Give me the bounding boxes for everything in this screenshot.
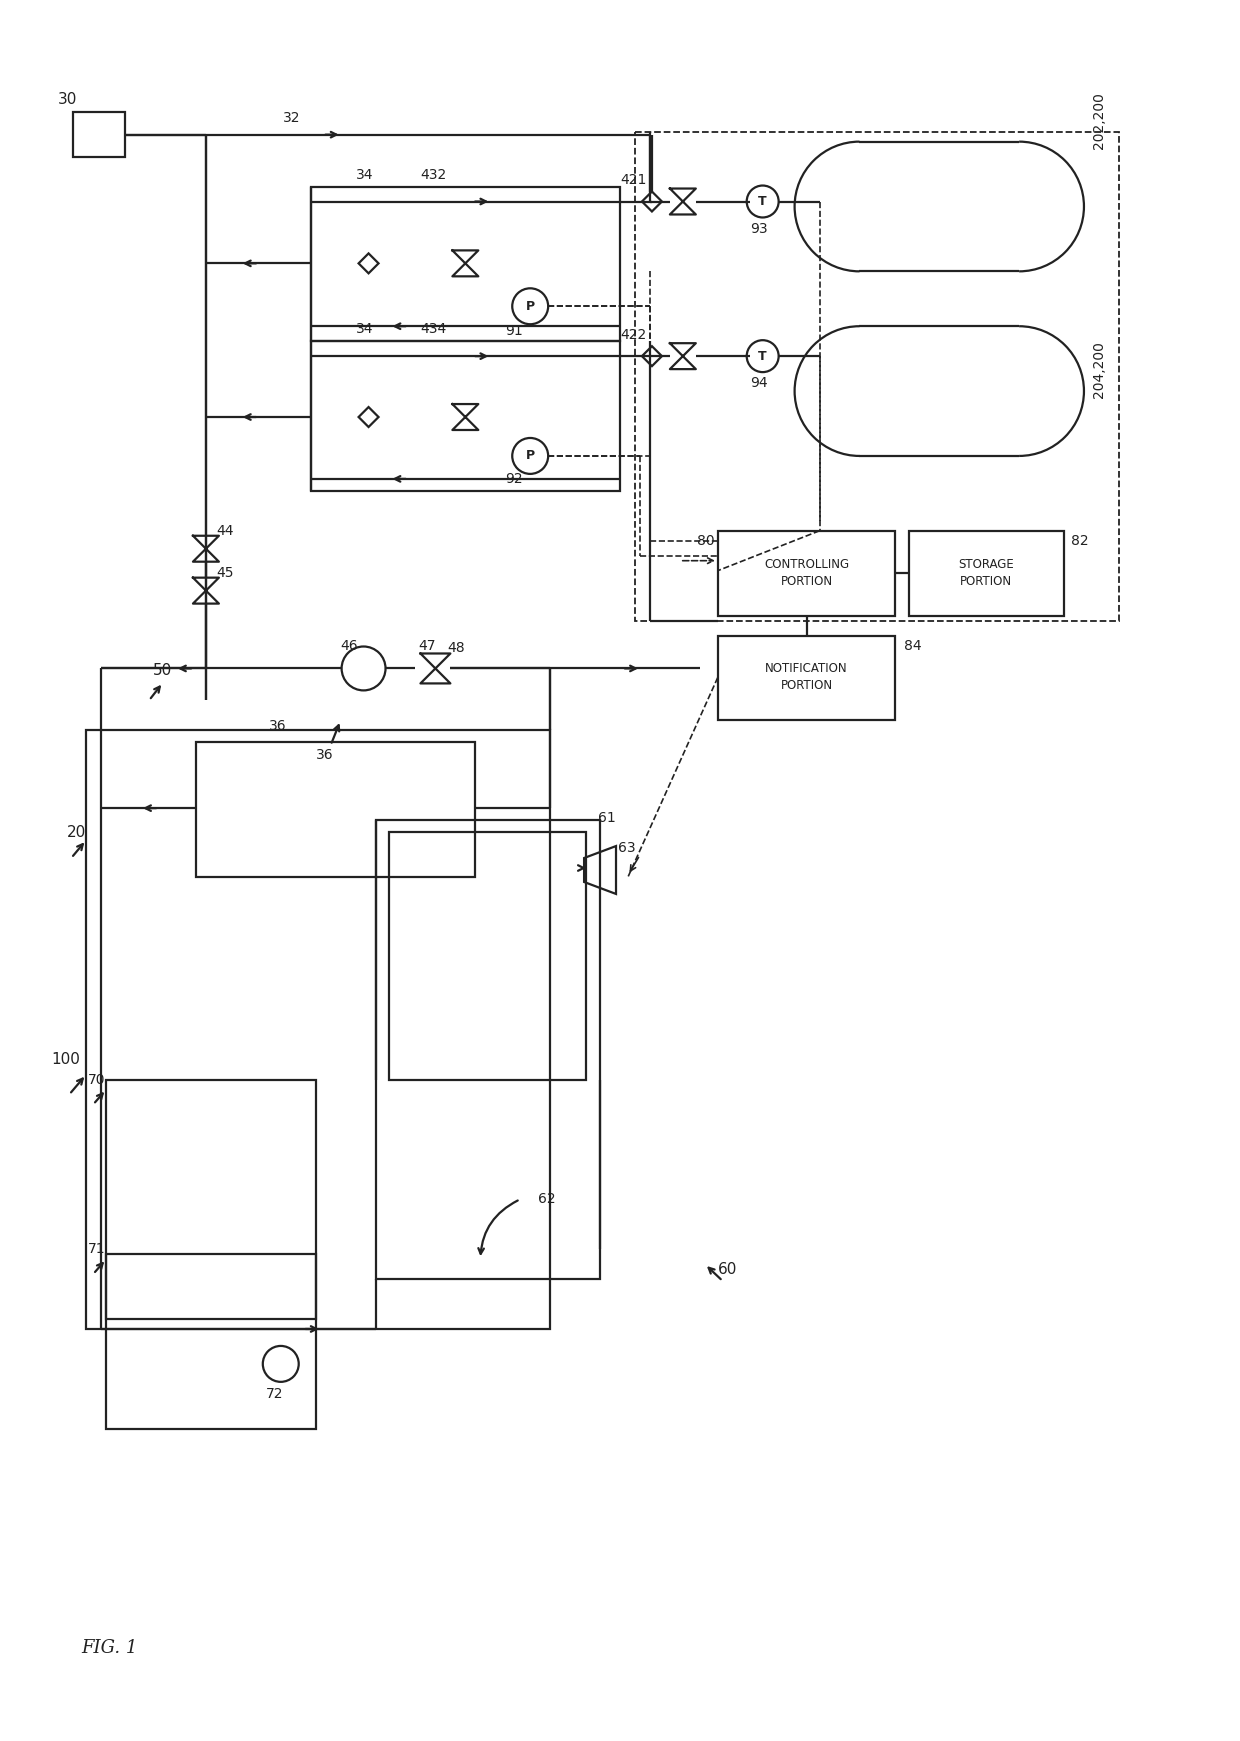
Text: FIG. 1: FIG. 1	[81, 1640, 138, 1657]
Bar	[635, 132, 1118, 620]
Text: 45: 45	[216, 566, 233, 580]
Text: 84: 84	[904, 639, 923, 653]
Text: 202,200: 202,200	[1092, 92, 1106, 148]
Bar	[718, 635, 895, 721]
Text: 91: 91	[505, 324, 523, 338]
Text: 94: 94	[750, 376, 768, 390]
Text: 34: 34	[356, 322, 373, 336]
Text: T: T	[759, 350, 768, 362]
Text: 36: 36	[269, 719, 286, 733]
Bar	[73, 111, 125, 157]
Text: 50: 50	[153, 663, 172, 677]
Bar	[311, 341, 620, 491]
Text: 46: 46	[341, 639, 358, 653]
Text: P: P	[526, 299, 534, 313]
Text: 80: 80	[697, 534, 714, 548]
Bar	[388, 832, 587, 1079]
Text: 92: 92	[505, 472, 523, 486]
Text: 36: 36	[316, 749, 334, 763]
Text: 30: 30	[58, 92, 78, 108]
Text: 44: 44	[216, 524, 233, 538]
Text: 48: 48	[448, 641, 465, 656]
Text: STORAGE
PORTION: STORAGE PORTION	[959, 557, 1014, 588]
Text: 61: 61	[598, 811, 616, 825]
Text: 63: 63	[618, 841, 636, 855]
Bar	[909, 531, 1064, 616]
Text: 421: 421	[620, 172, 646, 186]
Text: 422: 422	[620, 329, 646, 343]
Bar	[311, 186, 620, 341]
Text: 70: 70	[88, 1072, 105, 1086]
Text: 47: 47	[418, 639, 436, 653]
Text: T: T	[759, 195, 768, 207]
Text: 72: 72	[265, 1388, 283, 1402]
Text: 432: 432	[420, 167, 446, 181]
Bar	[107, 1254, 316, 1429]
Bar	[87, 729, 551, 1328]
Text: NOTIFICATION
PORTION: NOTIFICATION PORTION	[765, 662, 848, 693]
Text: P: P	[526, 449, 534, 463]
Text: 100: 100	[51, 1052, 81, 1067]
Text: 32: 32	[283, 111, 300, 125]
Bar	[196, 742, 475, 877]
Bar	[376, 820, 600, 1280]
Text: 20: 20	[67, 825, 87, 839]
Text: 71: 71	[88, 1241, 105, 1257]
Text: 62: 62	[538, 1193, 556, 1207]
Bar	[107, 1079, 316, 1320]
Text: 82: 82	[1071, 534, 1089, 548]
Text: 93: 93	[750, 223, 768, 237]
Text: 204,200: 204,200	[1092, 341, 1106, 399]
Text: CONTROLLING
PORTION: CONTROLLING PORTION	[764, 557, 849, 588]
Text: 34: 34	[356, 167, 373, 181]
Text: 434: 434	[420, 322, 446, 336]
Text: 60: 60	[718, 1262, 737, 1276]
Bar	[718, 531, 895, 616]
